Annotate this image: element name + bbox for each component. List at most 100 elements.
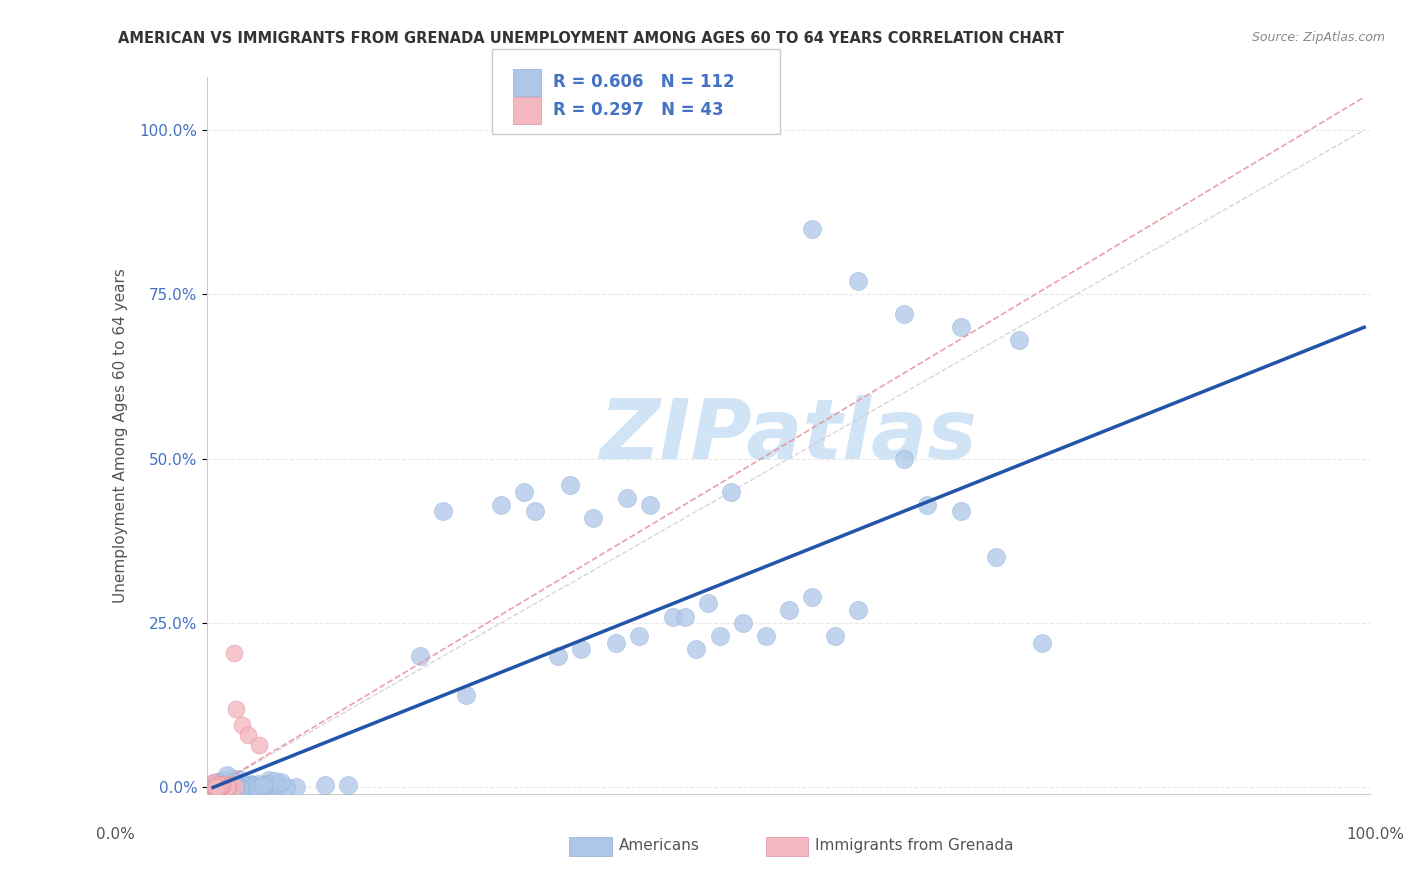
Point [217, 780, 239, 795]
Point [238, 780, 260, 794]
Point [204, 780, 226, 795]
Point [229, 776, 252, 790]
Point [212, 778, 235, 792]
Point [212, 779, 235, 793]
Point [432, 504, 454, 518]
Y-axis label: Unemployment Among Ages 60 to 64 years: Unemployment Among Ages 60 to 64 years [114, 268, 128, 603]
Point [547, 648, 569, 663]
Point [239, 776, 262, 790]
Point [720, 484, 742, 499]
Text: Americans: Americans [619, 838, 700, 853]
Point [209, 778, 232, 792]
Point [202, 779, 225, 793]
Point [257, 778, 280, 792]
Point [893, 451, 915, 466]
Point [202, 780, 225, 794]
Point [242, 779, 264, 793]
Point [205, 780, 228, 795]
Point [228, 780, 250, 794]
Point [207, 780, 229, 794]
Point [524, 504, 547, 518]
Point [232, 777, 254, 791]
Text: R = 0.297   N = 43: R = 0.297 N = 43 [553, 102, 723, 120]
Point [778, 603, 800, 617]
Point [207, 779, 229, 793]
Point [673, 609, 696, 624]
Text: AMERICAN VS IMMIGRANTS FROM GRENADA UNEMPLOYMENT AMONG AGES 60 TO 64 YEARS CORRE: AMERICAN VS IMMIGRANTS FROM GRENADA UNEM… [118, 31, 1063, 46]
Point [225, 701, 247, 715]
Point [270, 775, 292, 789]
Point [240, 779, 263, 793]
Point [232, 778, 254, 792]
Point [205, 780, 228, 794]
Point [893, 307, 915, 321]
Point [222, 775, 245, 789]
Point [238, 780, 260, 794]
Point [569, 642, 592, 657]
Point [204, 780, 226, 794]
Point [212, 780, 235, 794]
Point [616, 491, 638, 506]
Point [242, 778, 264, 792]
Point [254, 780, 277, 794]
Point [208, 780, 231, 795]
Point [236, 728, 259, 742]
Point [204, 780, 226, 794]
Point [242, 779, 264, 793]
Point [627, 629, 650, 643]
Point [229, 777, 252, 791]
Text: ZIPatlas: ZIPatlas [599, 395, 977, 476]
Point [208, 779, 231, 793]
Point [257, 777, 280, 791]
Point [204, 780, 226, 794]
Point [204, 775, 226, 789]
Point [205, 774, 228, 789]
Point [217, 780, 239, 795]
Point [409, 648, 432, 663]
Point [207, 779, 229, 793]
Point [211, 776, 233, 790]
Point [558, 478, 581, 492]
Point [208, 780, 231, 794]
Point [252, 778, 274, 792]
Point [582, 511, 605, 525]
Point [984, 550, 1007, 565]
Point [264, 779, 287, 793]
Text: Source: ZipAtlas.com: Source: ZipAtlas.com [1251, 31, 1385, 45]
Point [456, 689, 478, 703]
Point [218, 780, 240, 794]
Point [212, 779, 235, 793]
Point [221, 779, 243, 793]
Point [215, 780, 238, 794]
Point [219, 779, 242, 793]
Point [208, 778, 231, 792]
Point [247, 780, 270, 794]
Point [605, 636, 627, 650]
Point [824, 629, 846, 643]
Point [215, 780, 238, 794]
Point [754, 629, 776, 643]
Point [209, 778, 232, 792]
Point [219, 780, 242, 794]
Point [204, 778, 226, 792]
Point [247, 777, 270, 791]
Point [205, 777, 228, 791]
Point [222, 780, 245, 794]
Point [211, 772, 233, 787]
Point [209, 780, 232, 794]
Point [915, 498, 938, 512]
Point [202, 776, 225, 790]
Point [800, 590, 823, 604]
Point [513, 484, 536, 499]
Point [259, 773, 281, 788]
Point [204, 777, 226, 791]
Point [276, 780, 298, 794]
Point [204, 779, 226, 793]
Point [846, 274, 869, 288]
Point [204, 778, 226, 792]
Point [640, 498, 662, 512]
Point [336, 778, 359, 792]
Point [267, 777, 290, 791]
Text: 100.0%: 100.0% [1346, 827, 1405, 841]
Point [219, 780, 242, 795]
